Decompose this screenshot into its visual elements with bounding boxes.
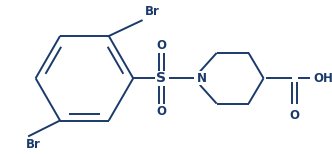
Text: Br: Br bbox=[144, 5, 159, 18]
Text: O: O bbox=[156, 39, 166, 52]
Text: Br: Br bbox=[26, 138, 41, 151]
Text: S: S bbox=[156, 71, 166, 85]
Text: OH: OH bbox=[313, 72, 332, 85]
Text: O: O bbox=[290, 109, 299, 122]
Text: N: N bbox=[197, 72, 207, 85]
Text: O: O bbox=[156, 105, 166, 118]
